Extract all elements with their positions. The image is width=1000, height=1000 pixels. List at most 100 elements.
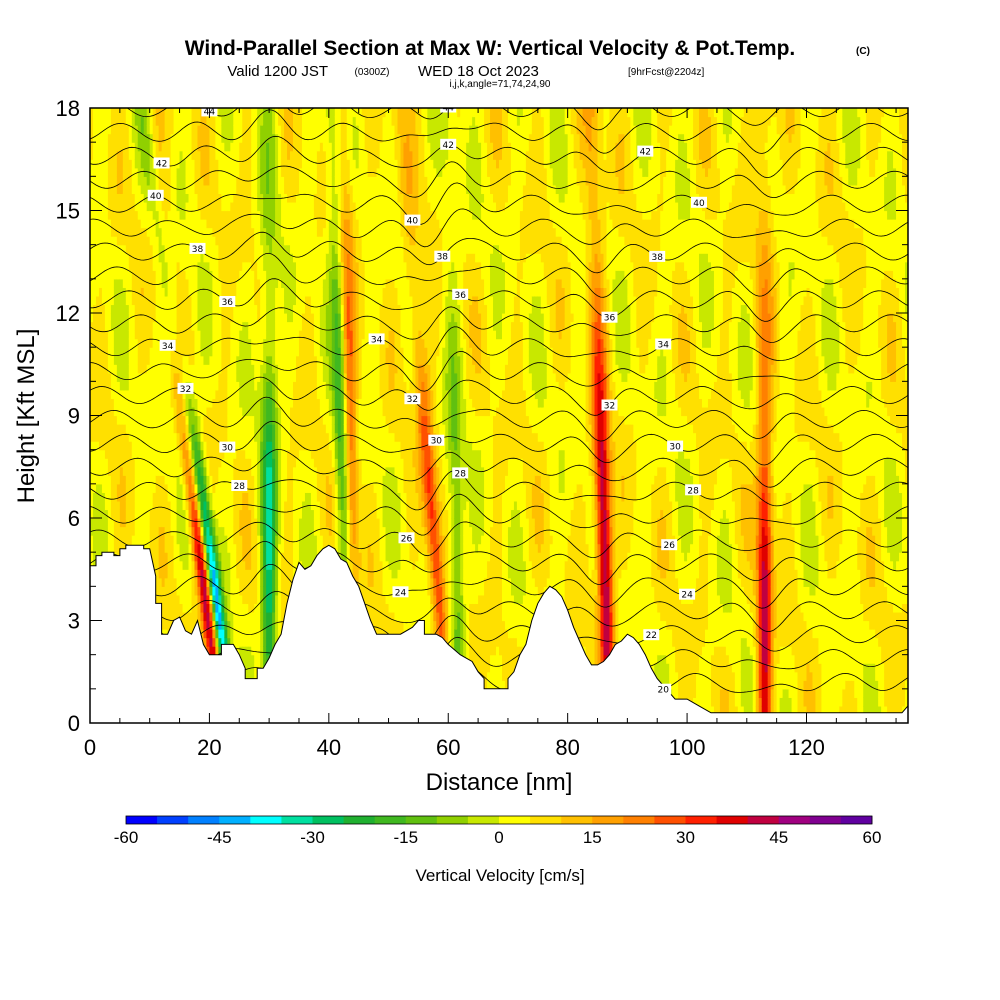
velocity-cell <box>224 125 228 135</box>
velocity-cell <box>152 338 157 348</box>
velocity-cell <box>173 295 178 306</box>
velocity-cell <box>218 398 222 408</box>
velocity-cell <box>200 611 205 622</box>
velocity-cell <box>218 227 222 237</box>
velocity-cell <box>170 432 175 442</box>
velocity-cell <box>122 389 127 400</box>
velocity-cell <box>185 347 190 357</box>
velocity-cell <box>110 458 115 468</box>
velocity-cell <box>197 389 202 400</box>
velocity-cell <box>143 278 148 288</box>
velocity-cell <box>158 330 163 340</box>
velocity-cell <box>176 193 181 203</box>
velocity-cell <box>110 381 115 391</box>
velocity-cell <box>188 219 193 229</box>
velocity-cell <box>200 355 205 365</box>
velocity-cell <box>194 449 199 459</box>
velocity-cell <box>101 424 106 434</box>
velocity-cell <box>197 518 202 528</box>
velocity-cell <box>101 449 106 459</box>
velocity-cell <box>200 347 205 357</box>
velocity-cell <box>92 330 97 340</box>
velocity-cell <box>236 424 240 434</box>
velocity-cell <box>101 466 106 476</box>
velocity-cell <box>98 321 103 331</box>
velocity-cell <box>90 304 94 314</box>
velocity-cell <box>206 441 211 451</box>
velocity-cell <box>113 518 118 528</box>
velocity-cell <box>110 210 115 220</box>
velocity-cell <box>182 313 187 323</box>
velocity-cell <box>98 432 103 442</box>
velocity-cell <box>209 449 214 459</box>
velocity-cell <box>182 569 187 579</box>
velocity-cell <box>191 278 196 288</box>
velocity-cell <box>143 236 148 246</box>
velocity-cell <box>221 253 225 263</box>
velocity-cell <box>143 432 148 442</box>
velocity-cell <box>185 398 190 408</box>
velocity-cell <box>104 150 109 160</box>
velocity-cell <box>131 441 136 451</box>
velocity-cell <box>161 133 166 143</box>
velocity-cell <box>161 261 166 271</box>
velocity-cell <box>167 415 172 425</box>
velocity-cell <box>113 193 118 203</box>
velocity-cell <box>200 261 205 271</box>
velocity-cell <box>212 492 216 502</box>
velocity-cell <box>206 270 211 280</box>
velocity-cell <box>155 108 160 118</box>
velocity-cell <box>107 500 112 511</box>
velocity-cell <box>104 210 109 220</box>
velocity-cell <box>113 509 118 519</box>
velocity-cell <box>110 432 115 442</box>
velocity-cell <box>200 116 205 126</box>
velocity-cell <box>146 535 151 545</box>
velocity-cell <box>170 278 175 288</box>
velocity-cell <box>170 347 175 357</box>
velocity-cell <box>92 338 97 348</box>
velocity-cell <box>212 364 216 374</box>
velocity-cell <box>107 150 112 160</box>
velocity-cell <box>164 458 169 468</box>
velocity-cell <box>104 441 109 451</box>
velocity-cell <box>140 483 145 493</box>
velocity-cell <box>164 219 169 229</box>
velocity-cell <box>224 535 228 545</box>
velocity-cell <box>98 236 103 246</box>
velocity-cell <box>158 560 163 570</box>
velocity-cell <box>143 389 148 400</box>
velocity-cell <box>212 560 216 570</box>
velocity-cell <box>158 577 163 587</box>
velocity-cell <box>164 210 169 220</box>
velocity-cell <box>215 304 219 314</box>
velocity-cell <box>200 466 205 476</box>
velocity-cell <box>92 483 97 493</box>
velocity-cell <box>206 150 211 160</box>
velocity-cell <box>119 159 124 169</box>
velocity-cell <box>224 518 228 528</box>
velocity-cell <box>167 577 172 587</box>
velocity-cell <box>101 116 106 126</box>
velocity-cell <box>131 304 136 314</box>
velocity-cell <box>221 244 225 254</box>
velocity-cell <box>107 518 112 528</box>
velocity-cell <box>209 441 214 451</box>
velocity-cell <box>236 150 240 160</box>
velocity-cell <box>128 321 133 331</box>
velocity-cell <box>170 244 175 254</box>
velocity-cell <box>224 133 228 143</box>
velocity-cell <box>206 381 211 391</box>
velocity-cell <box>98 347 103 357</box>
velocity-cell <box>203 338 208 348</box>
velocity-cell <box>128 330 133 340</box>
velocity-cell <box>101 125 106 135</box>
velocity-cell <box>161 629 166 639</box>
velocity-cell <box>155 167 160 177</box>
velocity-cell <box>143 244 148 254</box>
velocity-cell <box>155 347 160 357</box>
velocity-cell <box>230 338 234 348</box>
velocity-cell <box>95 133 100 143</box>
velocity-cell <box>209 577 214 587</box>
